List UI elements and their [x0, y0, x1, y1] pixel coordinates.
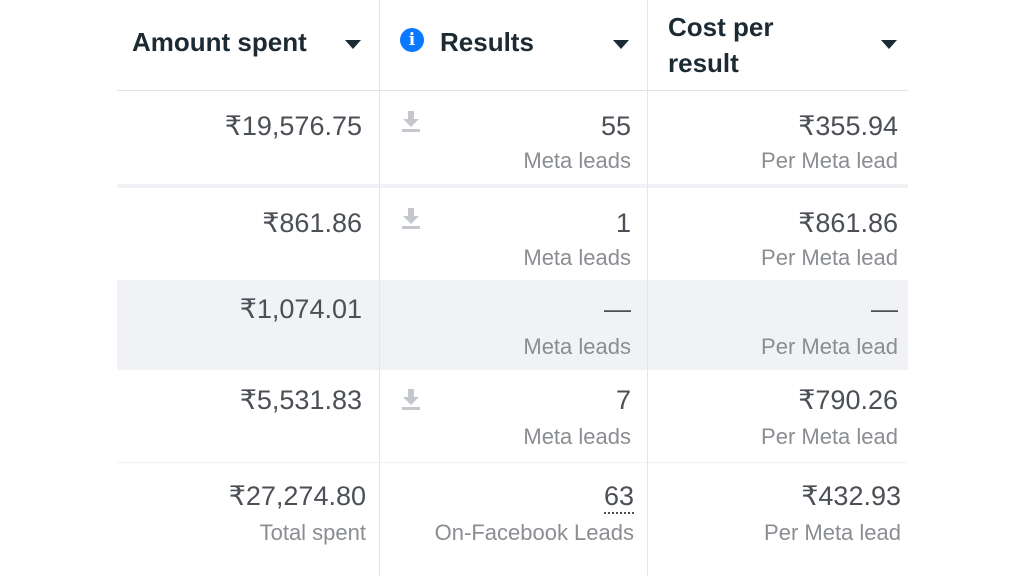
total-results-sublabel: On-Facebook Leads [434, 520, 634, 545]
results-sublabel: Meta leads [523, 424, 631, 449]
cost-cell: — Per Meta lead [648, 280, 908, 370]
column-header-results[interactable]: i Results [380, 0, 647, 90]
column-label-line1: Cost per [668, 12, 774, 42]
results-value: 55 [600, 111, 631, 141]
results-cell: — Meta leads [380, 280, 647, 370]
column-header-cost-per-result[interactable]: Cost per result [648, 0, 908, 90]
results-cell: 55 Meta leads [380, 91, 647, 184]
caret-down-icon[interactable] [613, 40, 629, 49]
ads-table: Amount spent i Results Cost per result ₹… [117, 0, 908, 576]
column-divider[interactable] [647, 0, 648, 576]
cost-cell: ₹355.94 Per Meta lead [648, 91, 908, 184]
cost-cell: ₹790.26 Per Meta lead [648, 370, 908, 462]
info-icon[interactable]: i [400, 28, 424, 52]
amount-cell: ₹861.86 [117, 188, 379, 280]
cost-sublabel: Per Meta lead [761, 245, 898, 270]
total-results-value[interactable]: 63 [603, 481, 634, 514]
download-icon[interactable] [400, 109, 422, 133]
total-amount-cell: ₹27,274.80 Total spent [117, 463, 379, 563]
cost-value: ₹861.86 [798, 208, 898, 238]
cost-value: ₹355.94 [798, 111, 898, 141]
total-amount-value: ₹27,274.80 [228, 481, 366, 511]
amount-cell: ₹19,576.75 [117, 91, 379, 184]
caret-down-icon[interactable] [881, 40, 897, 49]
column-label-line2: result [668, 48, 739, 78]
column-header-amount-spent[interactable]: Amount spent [117, 0, 379, 90]
amount-value: ₹1,074.01 [239, 294, 362, 324]
results-value: — [604, 294, 631, 324]
results-cell: 7 Meta leads [380, 370, 647, 462]
results-sublabel: Meta leads [523, 245, 631, 270]
caret-down-icon[interactable] [345, 40, 361, 49]
cost-sublabel: Per Meta lead [761, 424, 898, 449]
results-sublabel: Meta leads [523, 334, 631, 359]
total-results-cell: 63 On-Facebook Leads [380, 463, 647, 563]
table-header: Amount spent i Results Cost per result [117, 0, 908, 91]
amount-value: ₹5,531.83 [239, 385, 362, 415]
column-label: Amount spent [132, 27, 307, 57]
amount-cell: ₹5,531.83 [117, 370, 379, 462]
results-value: 1 [615, 208, 631, 238]
results-cell: 1 Meta leads [380, 188, 647, 280]
table-row[interactable]: ₹1,074.01 — Meta leads — Per Meta lead [117, 280, 908, 370]
cost-value: — [871, 294, 898, 324]
download-icon[interactable] [400, 387, 422, 411]
amount-value: ₹19,576.75 [224, 111, 362, 141]
cost-cell: ₹861.86 Per Meta lead [648, 188, 908, 280]
cost-sublabel: Per Meta lead [761, 148, 898, 173]
table-row[interactable]: ₹5,531.83 7 Meta leads ₹790.26 Per Meta … [117, 370, 908, 462]
table-row[interactable]: ₹861.86 1 Meta leads ₹861.86 Per Meta le… [117, 184, 908, 280]
column-label: Results [440, 27, 534, 57]
cost-value: ₹790.26 [798, 385, 898, 415]
results-value: 7 [615, 385, 631, 415]
total-cost-value: ₹432.93 [801, 481, 901, 511]
total-amount-sublabel: Total spent [259, 520, 366, 545]
table-row[interactable]: ₹19,576.75 55 Meta leads ₹355.94 Per Met… [117, 91, 908, 184]
amount-cell: ₹1,074.01 [117, 280, 379, 370]
amount-value: ₹861.86 [262, 208, 362, 238]
total-cost-cell: ₹432.93 Per Meta lead [648, 463, 908, 563]
cost-sublabel: Per Meta lead [761, 334, 898, 359]
download-icon[interactable] [400, 206, 422, 230]
totals-row: ₹27,274.80 Total spent 63 On-Facebook Le… [117, 462, 908, 563]
results-sublabel: Meta leads [523, 148, 631, 173]
total-cost-sublabel: Per Meta lead [764, 520, 901, 545]
column-divider[interactable] [379, 0, 380, 576]
